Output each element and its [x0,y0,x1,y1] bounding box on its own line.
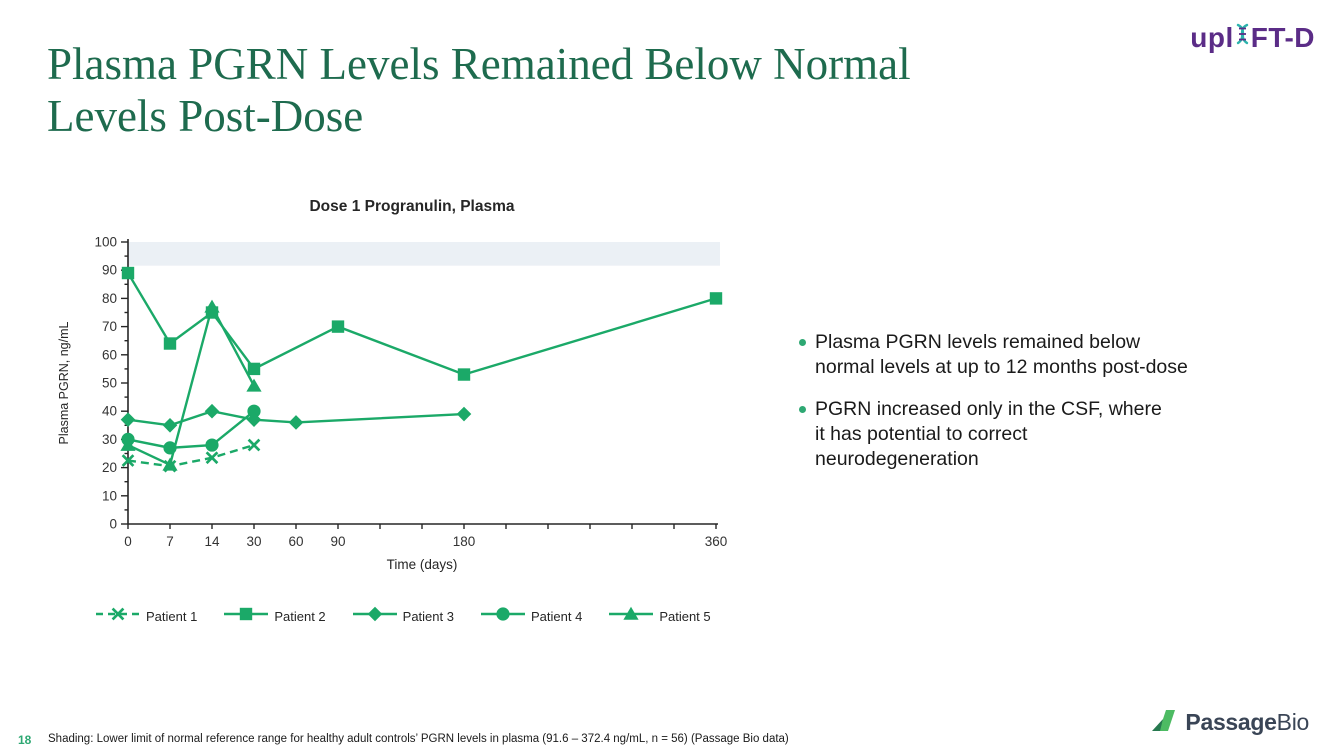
chart-legend: Patient 1 Patient 2 Patient 3 Patient 4 … [95,606,711,627]
page-title-line-1: Plasma PGRN Levels Remained Below Normal [47,39,911,89]
svg-text:20: 20 [102,460,117,475]
bullet-csf-increase: PGRN increased only in the CSF, where it… [797,397,1277,472]
svg-text:360: 360 [705,534,728,549]
legend-marker-triangle-icon [608,606,654,627]
svg-text:0: 0 [109,517,117,532]
legend-label: Patient 5 [659,609,711,624]
uplift-d-logo-prefix: upl [1190,21,1234,53]
bullet-plasma-levels: Plasma PGRN levels remained below normal… [797,330,1277,380]
legend-label: Patient 4 [530,609,583,624]
legend-item-patient-1: Patient 1 [95,606,197,627]
svg-text:50: 50 [102,376,117,391]
key-points: Plasma PGRN levels remained below normal… [797,330,1277,489]
svg-text:100: 100 [94,235,117,250]
svg-text:14: 14 [204,534,220,549]
page-number: 18 [18,733,32,747]
legend-item-patient-4: Patient 4 [480,606,582,627]
page-title-line-2: Levels Post-Dose [47,91,364,141]
legend-marker-square-icon [223,606,269,627]
svg-text:10: 10 [102,488,117,503]
uplift-d-logo-suffix: FT-D [1250,21,1315,53]
svg-text:60: 60 [288,534,303,549]
plasma-pgrn-chart: 0 10 20 30 40 50 60 70 80 90 100 0 7 14 30 60 90 180 360 Do… [55,185,765,595]
svg-text:90: 90 [330,534,345,549]
legend-label: Patient 3 [402,609,454,624]
legend-item-patient-2: Patient 2 [223,606,326,627]
chart-svg: 0 10 20 30 40 50 60 70 80 90 100 0 7 14 30 60 90 180 360 Do… [57,198,728,572]
passage-bio-logo-bold: Passage [1185,709,1277,735]
svg-text:30: 30 [102,432,117,447]
svg-text:Dose 1 Progranulin, Plasma: Dose 1 Progranulin, Plasma [309,198,514,215]
passage-bio-logo-text: PassageBio [1185,709,1309,736]
uplift-d-logo: upl FT-D [1190,18,1315,57]
svg-text:30: 30 [246,534,261,549]
legend-label: Patient 2 [274,609,326,624]
footnote: Shading: Lower limit of normal reference… [48,733,789,745]
passage-bio-logo-light: Bio [1276,709,1310,735]
page-title: Plasma PGRN Levels Remained Below Normal… [47,38,1197,142]
svg-text:90: 90 [102,263,117,278]
legend-item-patient-3: Patient 3 [352,606,454,627]
legend-item-patient-5: Patient 5 [608,606,711,627]
legend-marker-x-icon [95,606,141,627]
svg-text:Time (days): Time (days) [387,557,458,572]
legend-label: Patient 1 [146,609,198,624]
legend-marker-circle-icon [480,606,526,627]
svg-text:7: 7 [166,534,174,549]
legend-marker-diamond-icon [352,606,398,627]
svg-text:0: 0 [124,534,132,549]
svg-text:60: 60 [102,347,117,362]
passage-bio-logo: PassageBio [1147,704,1309,741]
passage-bio-flag-icon [1147,704,1179,741]
svg-text:80: 80 [102,291,117,306]
svg-text:Plasma PGRN, ng/mL: Plasma PGRN, ng/mL [57,321,71,444]
svg-text:70: 70 [102,319,117,334]
dna-helix-icon [1235,18,1250,57]
svg-text:180: 180 [453,534,476,549]
svg-text:40: 40 [102,404,117,419]
